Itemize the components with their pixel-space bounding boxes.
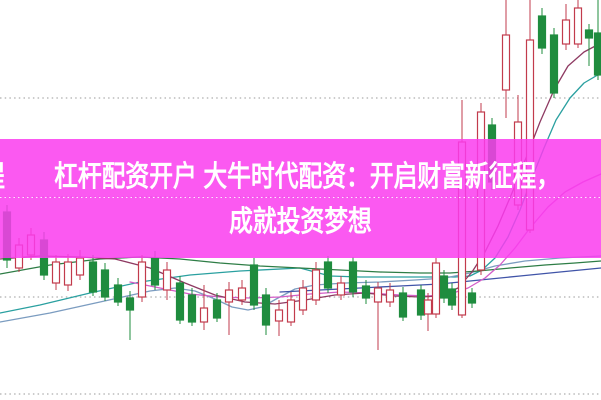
candle-up: [423, 299, 433, 315]
candle-up: [501, 34, 511, 91]
banner-headline-line1: 杠杆配资开户 大牛时代配资：开启财富新征程，: [54, 161, 561, 193]
clipped-text-fragment: 程: [0, 163, 5, 192]
candle-up: [373, 287, 383, 303]
candle-down: [88, 261, 98, 293]
candle-down: [361, 285, 371, 299]
candle-down: [447, 288, 457, 306]
candle-up: [199, 307, 209, 323]
candle-up: [162, 269, 172, 291]
candle-down: [593, 32, 601, 76]
candle-down: [439, 275, 449, 299]
candle-down: [175, 282, 185, 321]
candle-down: [212, 299, 222, 319]
candle-down: [249, 264, 259, 306]
candle-down: [416, 289, 426, 316]
candle-up: [51, 261, 61, 284]
candle-up: [336, 282, 346, 296]
candle-up: [237, 287, 247, 301]
candle-up: [224, 289, 234, 303]
candle-down: [348, 261, 358, 293]
promo-banner: 程 杠杆配资开户 大牛时代配资：开启财富新征程， 成就投资梦想: [0, 139, 601, 258]
candle-down: [125, 297, 135, 311]
candle-up: [137, 261, 147, 298]
candle-down: [261, 294, 271, 326]
candle-up: [385, 289, 395, 303]
candle-up: [561, 19, 571, 45]
candle-down: [150, 257, 160, 286]
candle-down: [100, 269, 110, 298]
candle-up: [63, 261, 73, 286]
candle-down: [398, 292, 408, 318]
candle-down: [323, 261, 333, 289]
candle-up: [298, 287, 308, 311]
candle-up: [75, 257, 85, 276]
candle-down: [113, 284, 123, 303]
banner-headline-line2: 成就投资梦想: [229, 206, 372, 238]
candle-down: [584, 29, 594, 39]
candle-down: [467, 292, 477, 304]
candle-up: [311, 269, 321, 301]
candle-up: [573, 7, 583, 45]
candle-down: [549, 34, 559, 94]
candle-up: [274, 309, 284, 322]
gridline-through-banner: [0, 197, 601, 198]
candle-up: [431, 262, 441, 315]
candle-up: [286, 299, 296, 323]
candle-down: [537, 15, 547, 49]
candle-down: [187, 294, 197, 323]
